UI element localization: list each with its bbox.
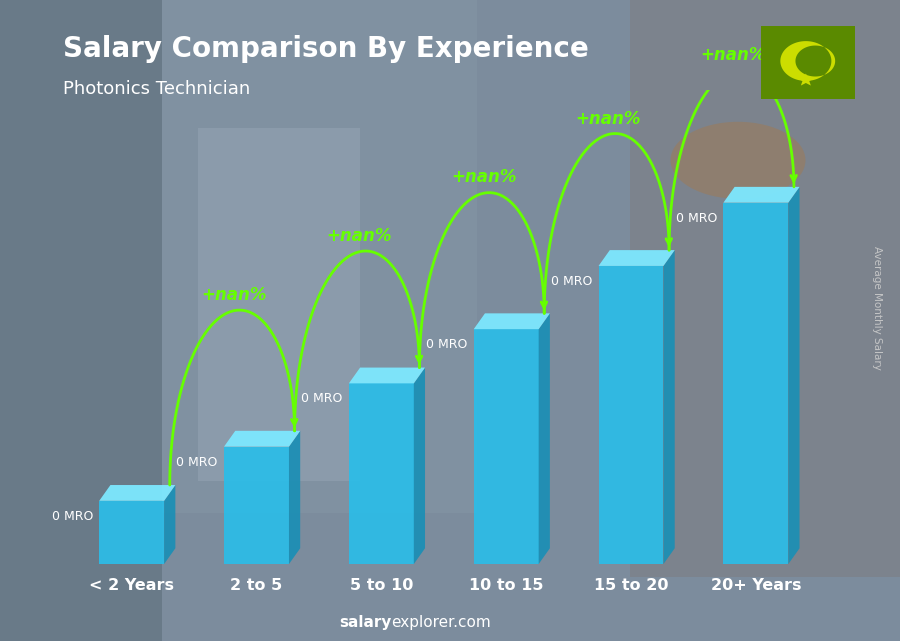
Polygon shape bbox=[724, 203, 788, 564]
Polygon shape bbox=[788, 187, 799, 564]
Polygon shape bbox=[724, 187, 799, 203]
Polygon shape bbox=[289, 431, 301, 564]
Polygon shape bbox=[538, 313, 550, 564]
Polygon shape bbox=[349, 367, 425, 383]
Text: 0 MRO: 0 MRO bbox=[51, 510, 93, 523]
Text: Average Monthly Salary: Average Monthly Salary bbox=[872, 246, 883, 370]
Text: 0 MRO: 0 MRO bbox=[676, 212, 717, 225]
Text: +nan%: +nan% bbox=[201, 286, 266, 304]
Text: Photonics Technician: Photonics Technician bbox=[63, 80, 250, 98]
Polygon shape bbox=[99, 501, 164, 564]
Bar bbox=[0, 0, 162, 641]
Polygon shape bbox=[224, 447, 289, 564]
Polygon shape bbox=[797, 74, 814, 85]
Text: salary: salary bbox=[339, 615, 392, 630]
Polygon shape bbox=[164, 485, 176, 564]
Bar bbox=[162, 0, 477, 513]
Bar bbox=[198, 128, 360, 481]
Text: +nan%: +nan% bbox=[451, 169, 517, 187]
Polygon shape bbox=[598, 266, 663, 564]
Text: +nan%: +nan% bbox=[326, 227, 392, 245]
Text: +nan%: +nan% bbox=[700, 46, 766, 64]
Polygon shape bbox=[473, 329, 538, 564]
Text: explorer.com: explorer.com bbox=[392, 615, 491, 630]
PathPatch shape bbox=[780, 41, 835, 81]
Polygon shape bbox=[224, 431, 301, 447]
Polygon shape bbox=[99, 485, 176, 501]
Polygon shape bbox=[349, 383, 414, 564]
Polygon shape bbox=[663, 250, 675, 564]
Text: 0 MRO: 0 MRO bbox=[551, 275, 592, 288]
Text: 0 MRO: 0 MRO bbox=[176, 456, 218, 469]
Text: 0 MRO: 0 MRO bbox=[302, 392, 343, 405]
Polygon shape bbox=[598, 250, 675, 266]
Text: +nan%: +nan% bbox=[576, 110, 641, 128]
Text: 0 MRO: 0 MRO bbox=[426, 338, 467, 351]
Text: Salary Comparison By Experience: Salary Comparison By Experience bbox=[63, 35, 589, 63]
Ellipse shape bbox=[670, 122, 806, 199]
Bar bbox=[630, 0, 900, 577]
Polygon shape bbox=[473, 313, 550, 329]
Polygon shape bbox=[414, 367, 425, 564]
